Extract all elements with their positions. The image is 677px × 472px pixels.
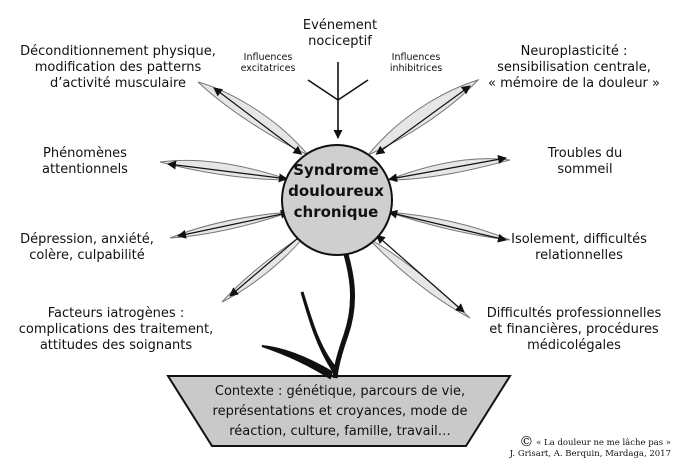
label-influences-excitatrices: Influences excitatrices [240, 52, 296, 74]
arrow-bottom-right [375, 234, 465, 313]
factor-neuroplasticite: Neuroplasticité : sensibilisation centra… [488, 44, 660, 91]
center-disc [281, 144, 393, 256]
factor-depression: Dépression, anxiété, colère, culpabilité [20, 232, 154, 263]
factor-iatrogenes: Facteurs iatrogènes : complications des … [18, 306, 214, 353]
context-label: Contexte : génétique, parcours de vie, r… [212, 384, 468, 439]
factor-attentionnels: Phénomènes attentionnels [42, 146, 128, 177]
label-influences-inhibitrices: Influences inhibitrices [389, 52, 443, 74]
factor-isolement: Isolement, difficultés relationnelles [511, 232, 647, 263]
arrow-low-left [177, 209, 290, 239]
petal-arrows [167, 85, 507, 313]
petal-mid-right [387, 158, 511, 181]
credit-book: « La douleur ne me lâche pas » [536, 438, 671, 448]
copyright-icon: © [519, 434, 534, 450]
factor-sommeil: Troubles du sommeil [547, 146, 623, 177]
credit: © « La douleur ne me lâche pas » J. Gris… [471, 434, 671, 460]
arrow-mid-right [388, 155, 507, 183]
arrow-bottom-left [229, 232, 305, 297]
arrow-upper-left [213, 87, 303, 155]
leaf-lower [261, 345, 334, 380]
stem [332, 234, 356, 379]
arrow-mid-left [167, 160, 288, 183]
event-title: Evénement nociceptif [302, 18, 378, 49]
event-convergence [307, 62, 369, 139]
factor-deconditionnement: Déconditionnement physique, modification… [20, 44, 216, 91]
credit-authors: J. Grisart, A. Berquin, Mardaga, 2017 [509, 449, 671, 459]
petal-bottom-right [367, 237, 471, 319]
petal-upper-left [197, 81, 309, 156]
petal-upper-right [367, 78, 480, 156]
factor-difficultes: Difficultés professionnelles et financiè… [486, 306, 662, 353]
pot [166, 375, 512, 447]
center-label: Syndrome douloureux chronique [288, 161, 384, 221]
arrow-upper-right [375, 85, 471, 155]
arrow-low-right [388, 209, 507, 243]
